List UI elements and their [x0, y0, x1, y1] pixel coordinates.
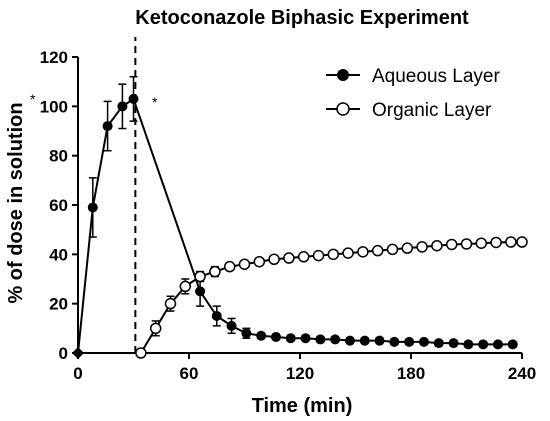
data-point	[300, 333, 311, 344]
y-tick-label: 20	[49, 295, 68, 314]
data-point	[516, 236, 528, 248]
data-point	[241, 328, 252, 339]
data-point	[492, 339, 503, 350]
legend: Aqueous Layer Organic Layer	[326, 66, 500, 121]
data-point	[223, 260, 236, 273]
data-point	[117, 101, 128, 112]
data-point	[448, 338, 459, 349]
data-point	[128, 93, 139, 104]
data-point	[164, 297, 177, 310]
series-organic	[78, 236, 528, 359]
y-tick-label: 120	[40, 48, 68, 67]
x-tick-label: 0	[73, 364, 82, 383]
legend-swatch-marker	[337, 69, 349, 81]
data-point	[357, 246, 369, 258]
data-point	[256, 330, 267, 341]
data-point	[209, 265, 221, 278]
y-tick-label: 100	[40, 97, 68, 116]
data-point	[386, 243, 399, 256]
legend-label: Aqueous Layer	[372, 66, 500, 87]
data-point	[226, 320, 237, 331]
data-point	[102, 121, 113, 132]
plot-layer: 0 60 120 180 240 0 20 40 60 80 100 120 * * Aqueous Lay…	[30, 37, 536, 383]
data-point	[270, 331, 281, 342]
y-tick-label: 40	[49, 245, 68, 264]
x-tick-label: 240	[508, 364, 536, 383]
series-aqueous	[77, 75, 518, 354]
y-tick-label: 60	[49, 196, 68, 215]
x-tick-label: 60	[180, 364, 199, 383]
series-line	[78, 241, 522, 354]
data-point	[327, 248, 340, 261]
data-point	[401, 242, 414, 254]
data-point	[238, 258, 251, 270]
data-point	[195, 286, 206, 297]
data-point	[371, 244, 384, 257]
data-point	[374, 335, 385, 346]
chart-title: Ketoconazole Biphasic Experiment	[135, 7, 469, 29]
data-point	[404, 336, 415, 347]
data-point	[463, 339, 474, 350]
data-point	[416, 241, 428, 253]
y-axis-label: % of dose in solution	[5, 102, 27, 303]
x-tick-label: 180	[397, 364, 425, 383]
data-point	[194, 270, 206, 283]
legend-swatch-marker	[336, 102, 350, 116]
data-point	[297, 251, 310, 263]
data-point	[478, 339, 489, 350]
x-tick-label: 120	[286, 364, 314, 383]
annotation-asterisk: *	[30, 91, 36, 107]
data-point	[312, 249, 325, 262]
legend-label: Organic Layer	[372, 100, 492, 121]
data-point	[283, 252, 295, 264]
y-tick-label: 0	[59, 344, 68, 363]
x-axis-label: Time (min)	[252, 395, 353, 417]
data-point	[505, 236, 517, 248]
data-point	[460, 238, 473, 250]
data-point	[507, 339, 518, 350]
data-point	[253, 255, 266, 268]
data-point	[149, 322, 162, 335]
data-point	[389, 336, 400, 347]
series-line	[77, 97, 513, 354]
data-point	[330, 334, 341, 345]
data-point	[344, 335, 355, 346]
data-point	[135, 347, 147, 359]
data-point	[359, 335, 370, 346]
y-tick-label: 80	[49, 147, 68, 166]
data-point	[268, 253, 280, 266]
data-point	[490, 236, 502, 249]
data-point	[433, 338, 444, 349]
data-point	[179, 280, 192, 293]
data-point	[445, 238, 458, 251]
data-point	[87, 202, 98, 213]
data-point	[315, 334, 326, 345]
data-point	[211, 311, 222, 321]
data-point	[342, 247, 354, 259]
data-point	[418, 336, 429, 347]
annotation-asterisk: *	[152, 94, 158, 110]
data-point	[475, 237, 488, 249]
data-point	[431, 239, 443, 252]
data-point	[285, 333, 296, 344]
